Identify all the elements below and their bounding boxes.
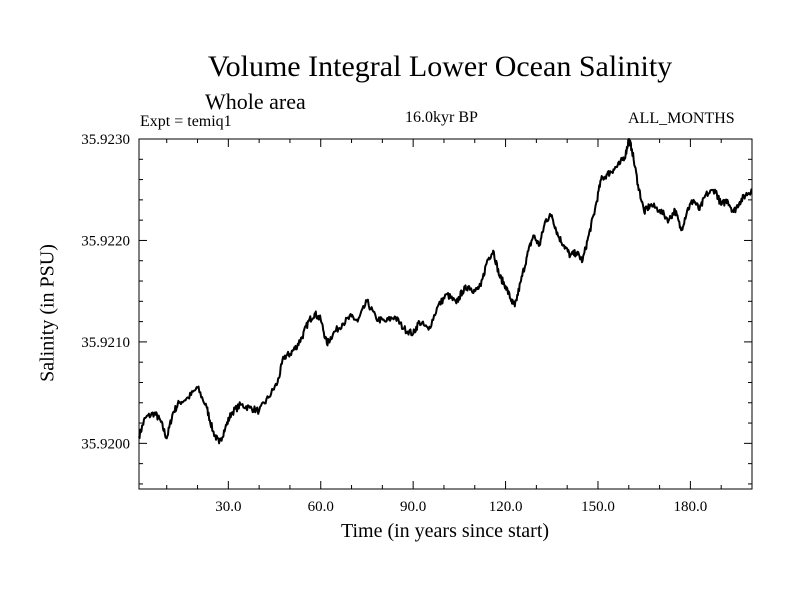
x-tick-label: 120.0 (489, 499, 523, 515)
months-label: ALL_MONTHS (628, 110, 735, 127)
plot-frame (138, 138, 753, 490)
chart-subtitle: Whole area (205, 89, 306, 114)
x-tick-label: 30.0 (215, 499, 241, 515)
x-axis: 30.0 60.0 90.0 120.0 150.0 180.0 (166, 139, 753, 515)
y-tick-label: 35.9200 (81, 436, 130, 452)
y-axis-label: Salinity (in PSU) (36, 244, 59, 382)
x-tick-label: 180.0 (674, 499, 708, 515)
y-tick-label: 35.9230 (81, 132, 130, 148)
period-label: 16.0kyr BP (405, 109, 478, 126)
y-tick-label: 35.9210 (81, 335, 130, 351)
series-line (138, 138, 753, 445)
x-tick-label: 90.0 (400, 499, 426, 515)
y-tick-label: 35.9220 (81, 233, 130, 249)
x-axis-label: Time (in years since start) (340, 520, 550, 542)
y-axis: 35.9200 35.9210 35.9220 35.9230 (81, 132, 752, 485)
experiment-label: Expt = temiq1 (140, 113, 232, 130)
chart-title: Volume Integral Lower Ocean Salinity (207, 50, 673, 83)
x-tick-label: 60.0 (308, 499, 334, 515)
x-tick-label: 150.0 (581, 499, 615, 515)
